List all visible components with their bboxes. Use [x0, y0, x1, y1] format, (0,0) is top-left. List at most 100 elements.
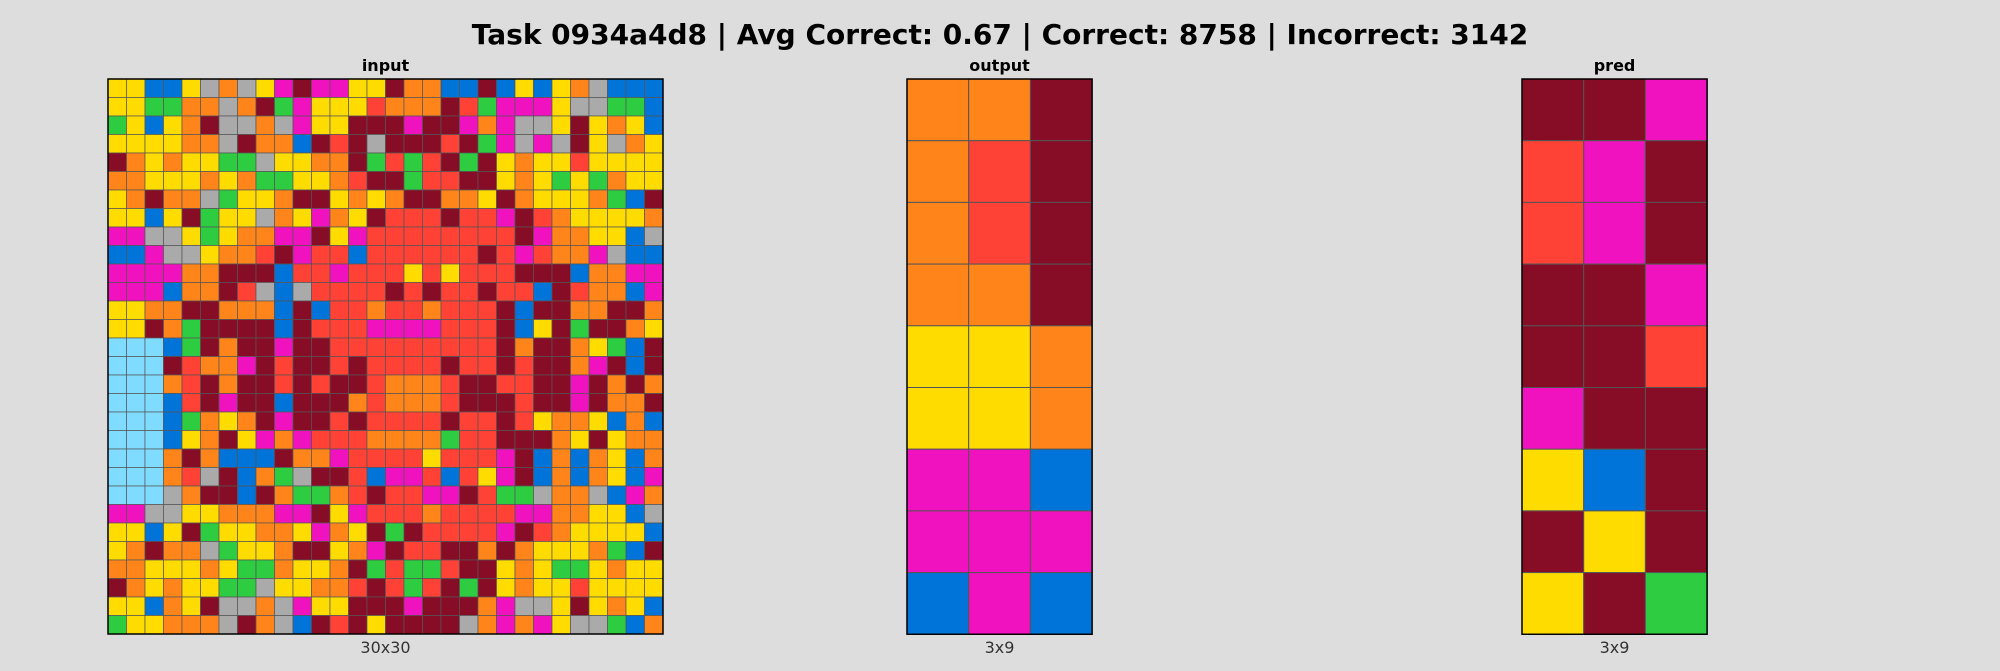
input-grid-cell: [477, 559, 497, 579]
input-grid-cell: [588, 208, 608, 228]
input-grid-cell: [274, 319, 294, 339]
input-grid-cell: [551, 374, 571, 394]
input-grid-cell: [366, 115, 386, 135]
input-grid-cell: [570, 134, 590, 154]
input-grid-cell: [570, 282, 590, 302]
input-grid-cell: [625, 485, 645, 505]
input-grid-cell: [403, 208, 423, 228]
input-panel-title: input: [361, 56, 410, 75]
input-grid-cell: [144, 356, 164, 376]
input-grid-cell: [237, 300, 257, 320]
input-grid-cell: [366, 522, 386, 542]
input-grid-cell: [644, 78, 664, 98]
input-grid-cell: [255, 448, 275, 468]
output-grid-cell: [906, 572, 970, 635]
input-grid-cell: [514, 189, 534, 209]
input-grid-cell: [533, 134, 553, 154]
input-grid-cell: [644, 596, 664, 616]
input-grid-cell: [274, 282, 294, 302]
input-grid-cell: [107, 448, 127, 468]
input-grid: [107, 78, 664, 635]
input-grid-cell: [329, 97, 349, 117]
input-grid-cell: [237, 97, 257, 117]
input-grid-cell: [218, 78, 238, 98]
input-grid-cell: [329, 522, 349, 542]
input-grid-cell: [533, 522, 553, 542]
input-grid-cell: [144, 152, 164, 172]
input-grid-cell: [440, 263, 460, 283]
input-grid-cell: [385, 282, 405, 302]
input-grid-cell: [403, 615, 423, 635]
input-grid-cell: [329, 282, 349, 302]
input-grid-cell: [644, 485, 664, 505]
input-grid-cell: [514, 393, 534, 413]
input-grid-cell: [588, 485, 608, 505]
input-grid-cell: [311, 448, 331, 468]
input-grid-cell: [477, 578, 497, 598]
input-grid-cell: [459, 263, 479, 283]
input-grid-cell: [348, 97, 368, 117]
input-grid-cell: [200, 115, 220, 135]
input-grid-cell: [366, 189, 386, 209]
input-grid-cell: [181, 226, 201, 246]
pred-grid-cell: [1521, 510, 1585, 574]
input-grid-cell: [533, 596, 553, 616]
input-grid-cell: [292, 97, 312, 117]
input-grid-cell: [477, 282, 497, 302]
input-grid-cell: [255, 115, 275, 135]
input-grid-cell: [477, 467, 497, 487]
input-grid-cell: [144, 171, 164, 191]
input-grid-cell: [533, 541, 553, 561]
input-grid-cell: [533, 78, 553, 98]
input-grid-cell: [588, 319, 608, 339]
input-grid-cell: [218, 485, 238, 505]
input-grid-cell: [163, 430, 183, 450]
input-grid-cell: [459, 541, 479, 561]
input-grid-cell: [200, 97, 220, 117]
input-grid-cell: [403, 411, 423, 431]
output-grid-cell: [906, 140, 970, 203]
input-grid-cell: [625, 245, 645, 265]
input-grid-cell: [255, 171, 275, 191]
input-grid-cell: [422, 448, 442, 468]
input-grid-cell: [200, 245, 220, 265]
input-grid-cell: [477, 615, 497, 635]
input-grid-cell: [625, 152, 645, 172]
input-grid-cell: [311, 504, 331, 524]
input-grid-cell: [311, 411, 331, 431]
input-grid-cell: [255, 430, 275, 450]
input-grid-cell: [403, 134, 423, 154]
input-grid-cell: [348, 596, 368, 616]
input-grid-cell: [348, 522, 368, 542]
input-grid-cell: [459, 559, 479, 579]
input-grid-cell: [477, 115, 497, 135]
input-grid-cell: [477, 541, 497, 561]
input-grid-cell: [625, 448, 645, 468]
pred-grid-cell: [1644, 78, 1708, 142]
input-grid-cell: [625, 319, 645, 339]
input-grid-cell: [625, 337, 645, 357]
input-grid-cell: [422, 596, 442, 616]
input-grid-cell: [625, 226, 645, 246]
input-grid-cell: [144, 245, 164, 265]
input-grid-cell: [311, 374, 331, 394]
input-grid-cell: [459, 319, 479, 339]
input-grid-cell: [255, 356, 275, 376]
input-grid-cell: [607, 115, 627, 135]
input-grid-cell: [255, 226, 275, 246]
input-grid-cell: [533, 245, 553, 265]
input-grid-cell: [459, 134, 479, 154]
input-grid-cell: [255, 319, 275, 339]
output-grid-cell: [906, 78, 970, 142]
input-grid-cell: [292, 115, 312, 135]
input-grid-cell: [144, 263, 164, 283]
input-grid-cell: [533, 152, 553, 172]
input-grid-cell: [366, 319, 386, 339]
input-grid-cell: [625, 596, 645, 616]
input-grid-cell: [311, 319, 331, 339]
input-grid-cell: [163, 97, 183, 117]
input-grid-cell: [570, 578, 590, 598]
input-grid-cell: [496, 282, 516, 302]
input-grid-cell: [551, 615, 571, 635]
input-grid-cell: [126, 226, 146, 246]
